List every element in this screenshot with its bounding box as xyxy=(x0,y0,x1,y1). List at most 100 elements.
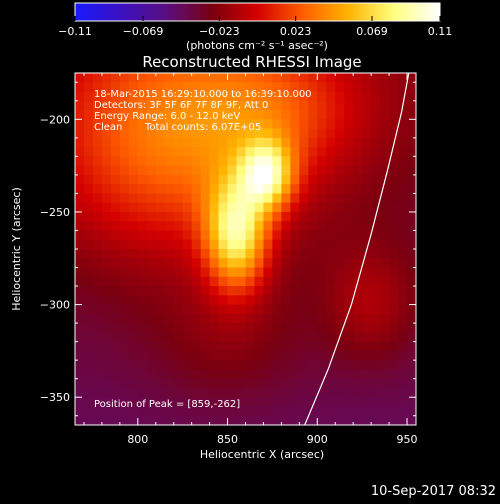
heatmap-cell xyxy=(200,341,211,352)
heatmap-cell xyxy=(344,286,354,296)
heatmap-cell xyxy=(137,165,148,176)
heatmap-cell xyxy=(335,369,345,380)
heatmap-cell xyxy=(299,221,309,232)
heatmap-cell xyxy=(146,258,157,269)
heatmap-cell xyxy=(173,360,184,371)
heatmap-cell xyxy=(389,397,399,408)
heatmap-cell xyxy=(263,350,274,361)
heatmap-cell xyxy=(209,350,220,361)
heatmap-cell xyxy=(83,128,94,139)
heatmap-cell xyxy=(299,100,309,111)
heatmap-cell xyxy=(209,295,220,306)
heatmap-cell xyxy=(227,276,238,287)
heatmap-cell xyxy=(272,82,282,93)
heatmap-cell xyxy=(335,211,345,222)
heatmap-cell xyxy=(155,211,166,222)
heatmap-cell xyxy=(83,332,94,343)
heatmap-cell xyxy=(317,295,327,306)
heatmap-cell xyxy=(344,119,354,130)
heatmap-cell xyxy=(173,137,184,148)
heatmap-cell xyxy=(317,73,327,83)
heatmap-cell xyxy=(75,110,85,120)
heatmap-cell xyxy=(83,360,94,371)
heatmap-cell xyxy=(254,239,265,250)
heatmap-cell xyxy=(119,110,130,120)
heatmap-cell xyxy=(254,165,265,176)
heatmap-cell xyxy=(191,137,202,148)
heatmap-cell xyxy=(308,249,318,259)
heatmap-cell xyxy=(164,397,175,408)
heatmap-cell xyxy=(290,100,300,111)
heatmap-cell xyxy=(380,119,390,130)
heatmap-cell xyxy=(218,258,229,269)
heatmap-cell xyxy=(317,193,327,204)
heatmap-cell xyxy=(164,369,175,380)
heatmap-cell xyxy=(326,350,336,361)
heatmap-cell xyxy=(128,147,139,157)
heatmap-cell xyxy=(227,137,238,148)
heatmap-cell xyxy=(200,369,211,380)
heatmap-cell xyxy=(173,165,184,176)
heatmap-cell xyxy=(371,165,381,176)
heatmap-cell xyxy=(362,276,372,287)
heatmap-cell xyxy=(209,406,220,417)
heatmap-cell xyxy=(272,258,282,269)
heatmap-cell xyxy=(209,369,220,380)
heatmap-cell xyxy=(101,304,112,315)
heatmap-cell xyxy=(263,100,274,111)
heatmap-cell xyxy=(146,286,157,296)
heatmap-cell xyxy=(92,230,103,241)
heatmap-cell xyxy=(335,387,345,398)
heatmap-cell xyxy=(164,202,175,213)
heatmap-cell xyxy=(200,174,211,185)
heatmap-cell xyxy=(371,193,381,204)
heatmap-cell xyxy=(353,397,363,408)
heatmap-cell xyxy=(290,295,300,306)
heatmap-cell xyxy=(290,350,300,361)
heatmap-cell xyxy=(137,350,148,361)
heatmap-cell xyxy=(245,249,256,259)
heatmap-cell xyxy=(137,221,148,232)
heatmap-cell xyxy=(335,304,345,315)
heatmap-cell xyxy=(353,249,363,259)
heatmap-cell xyxy=(317,397,327,408)
heatmap-cell xyxy=(227,184,238,195)
heatmap-cell xyxy=(335,341,345,352)
heatmap-cell xyxy=(236,193,247,204)
heatmap-cell xyxy=(389,91,399,102)
heatmap-cell xyxy=(344,128,354,139)
heatmap-cell xyxy=(83,165,94,176)
heatmap-cell xyxy=(281,415,291,425)
heatmap-cell xyxy=(317,230,327,241)
heatmap-cell xyxy=(254,369,265,380)
heatmap-cell xyxy=(173,174,184,185)
heatmap-cell xyxy=(200,202,211,213)
heatmap-cell xyxy=(335,286,345,296)
heatmap-cell xyxy=(380,137,390,148)
heatmap-cell xyxy=(92,304,103,315)
heatmap-cell xyxy=(92,350,103,361)
heatmap-cell xyxy=(326,230,336,241)
heatmap-cell xyxy=(164,221,175,232)
heatmap-cell xyxy=(371,313,381,324)
heatmap-cell xyxy=(344,267,354,278)
heatmap-cell xyxy=(128,415,139,425)
heatmap-cell xyxy=(371,147,381,157)
heatmap-cell xyxy=(326,184,336,195)
heatmap-cell xyxy=(290,211,300,222)
heatmap-cell xyxy=(254,249,265,259)
heatmap-cell xyxy=(137,202,148,213)
heatmap-cell xyxy=(299,91,309,102)
heatmap-cell xyxy=(317,137,327,148)
heatmap-cell xyxy=(110,239,121,250)
heatmap-cell xyxy=(173,73,184,83)
heatmap-cell xyxy=(335,350,345,361)
heatmap-cell xyxy=(317,415,327,425)
heatmap-cell xyxy=(110,387,121,398)
heatmap-cell xyxy=(182,313,193,324)
heatmap-cell xyxy=(182,387,193,398)
heatmap-cell xyxy=(371,369,381,380)
heatmap-cell xyxy=(236,406,247,417)
heatmap-cell xyxy=(101,286,112,296)
heatmap-cell xyxy=(155,193,166,204)
